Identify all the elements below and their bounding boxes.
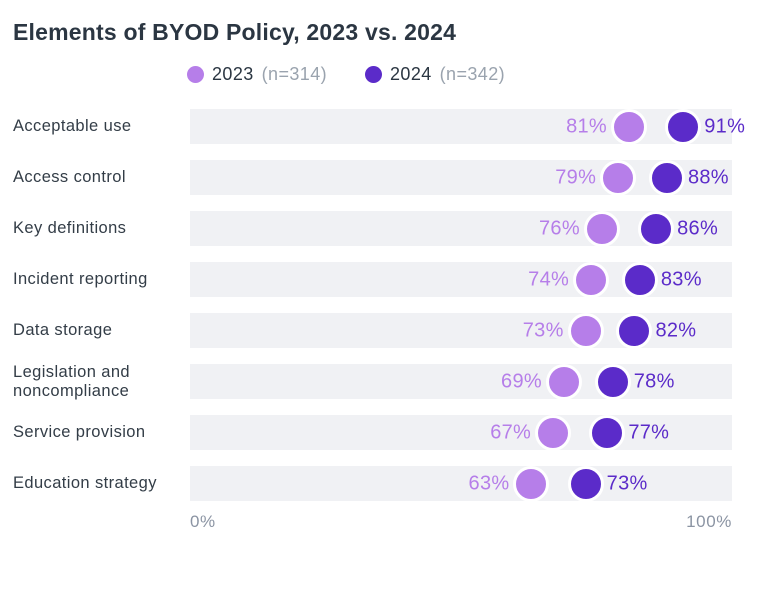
category-label: Access control	[13, 168, 126, 187]
row-track: 79% 88%	[190, 159, 732, 196]
dot-2023	[611, 108, 648, 145]
dot-2024	[665, 108, 702, 145]
value-label-2024: 73%	[606, 472, 648, 495]
value-label-2023: 74%	[528, 268, 570, 291]
dot-2023	[567, 312, 604, 349]
chart-row: Service provision 67% 77%	[0, 414, 762, 451]
category-label: Incident reporting	[13, 270, 148, 289]
value-label-2023: 67%	[490, 421, 532, 444]
dot-2024	[638, 210, 675, 247]
chart-row: Legislation and noncompliance 69% 78%	[0, 362, 762, 400]
dot-2024	[621, 261, 658, 298]
chart-row: Education strategy 63% 73%	[0, 465, 762, 502]
legend: 2023 (n=314) 2024 (n=342)	[187, 62, 762, 86]
dot-2024	[589, 414, 626, 451]
category-label: Data storage	[13, 321, 113, 340]
dot-2024	[594, 363, 631, 400]
dot-2024	[648, 159, 685, 196]
value-label-2023: 73%	[522, 319, 564, 342]
value-label-2024: 88%	[687, 166, 729, 189]
chart-row: Access control 79% 88%	[0, 159, 762, 196]
x-axis-min-label: 0%	[190, 512, 216, 532]
dot-2023	[545, 363, 582, 400]
legend-label-2024: 2024	[390, 63, 432, 84]
chart-row: Incident reporting 74% 83%	[0, 261, 762, 298]
value-label-2024: 77%	[628, 421, 670, 444]
legend-item-2024: 2024 (n=342)	[365, 64, 505, 85]
row-track: 67% 77%	[190, 414, 732, 451]
dot-2023	[513, 465, 550, 502]
chart-row: Key definitions 76% 86%	[0, 210, 762, 247]
value-label-2024: 91%	[704, 115, 746, 138]
legend-label-2023: 2023	[212, 63, 254, 84]
x-axis-max-label: 100%	[686, 512, 732, 532]
dot-2023	[535, 414, 572, 451]
dot-2024	[567, 465, 604, 502]
row-track: 81% 91%	[190, 108, 745, 145]
legend-item-2023: 2023 (n=314)	[187, 64, 327, 85]
row-track: 69% 78%	[190, 363, 732, 400]
chart-title: Elements of BYOD Policy, 2023 vs. 2024	[13, 19, 457, 45]
legend-count-2023: (n=314)	[261, 63, 327, 84]
row-track: 63% 73%	[190, 465, 732, 502]
value-label-2024: 83%	[660, 268, 702, 291]
category-label: Key definitions	[13, 219, 127, 238]
value-label-2023: 63%	[468, 472, 510, 495]
value-label-2023: 76%	[538, 217, 580, 240]
value-label-2024: 82%	[655, 319, 697, 342]
dot-2024	[616, 312, 653, 349]
value-label-2024: 78%	[633, 370, 675, 393]
value-label-2023: 81%	[566, 115, 608, 138]
category-label: Acceptable use	[13, 117, 132, 136]
legend-count-2024: (n=342)	[439, 63, 505, 84]
category-label: Service provision	[13, 423, 146, 442]
row-track: 74% 83%	[190, 261, 732, 298]
dot-2023	[583, 210, 620, 247]
chart-row: Acceptable use 81% 91%	[0, 108, 762, 145]
row-track: 73% 82%	[190, 312, 732, 349]
value-label-2023: 79%	[555, 166, 597, 189]
row-track: 76% 86%	[190, 210, 732, 247]
value-label-2023: 69%	[501, 370, 542, 393]
value-label-2024: 86%	[677, 217, 719, 240]
category-label: Education strategy	[13, 474, 157, 493]
dot-2023	[573, 261, 610, 298]
chart-row: Data storage 73% 82%	[0, 312, 762, 349]
x-axis: 0% 100%	[190, 512, 732, 532]
chart-rows: Acceptable use 81% 91% Access control 79% 88%…	[0, 108, 762, 502]
category-label: Legislation and noncompliance	[13, 362, 131, 400]
legend-swatch-2023-icon	[187, 65, 204, 83]
dot-2023	[600, 159, 637, 196]
legend-swatch-2024-icon	[365, 65, 382, 83]
